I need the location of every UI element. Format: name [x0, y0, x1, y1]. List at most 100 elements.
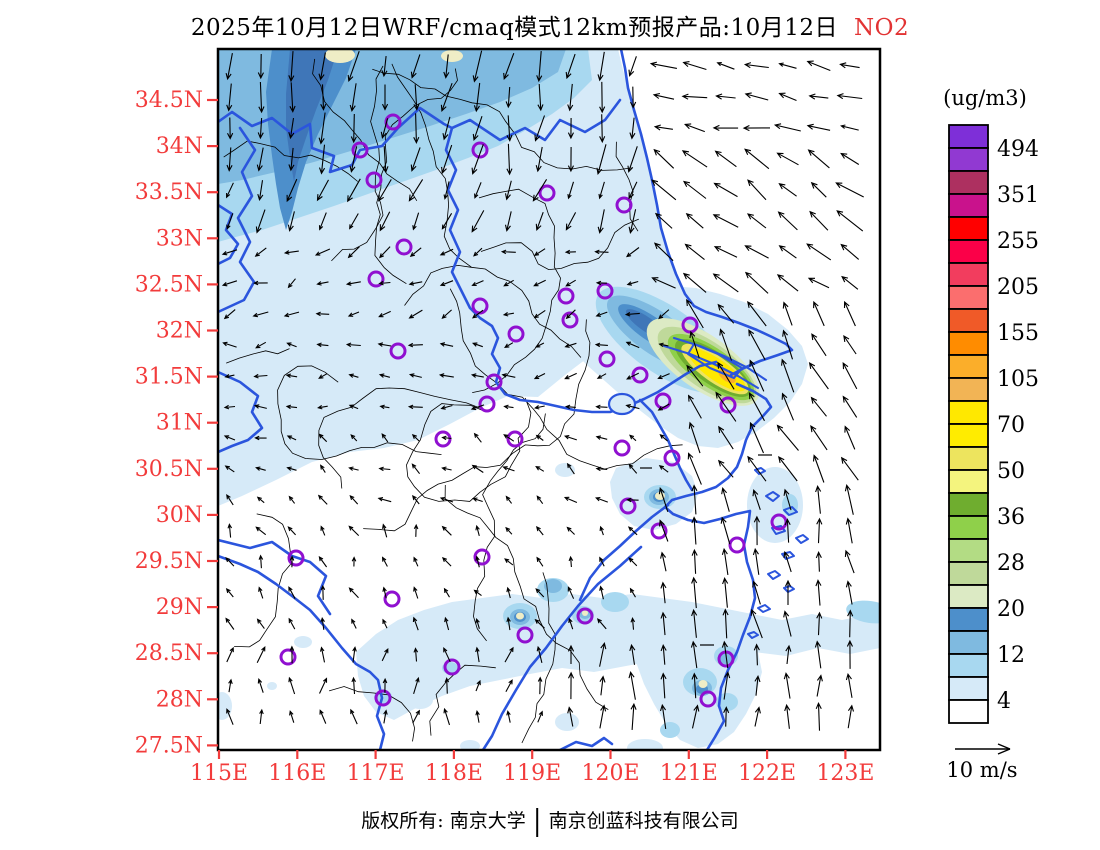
county-line — [444, 484, 609, 710]
wind-arrow — [318, 433, 328, 443]
legend-cell — [948, 607, 989, 632]
wind-arrow — [382, 523, 388, 538]
wind-arrow — [716, 61, 735, 70]
wind-arrow — [626, 372, 640, 380]
x-tick-label: 116E — [268, 761, 326, 786]
wind-arrow — [319, 677, 328, 694]
wind-arrow — [258, 586, 264, 599]
wind-arrow — [712, 273, 739, 293]
wind-arrow — [629, 643, 636, 665]
wind-arrow — [723, 706, 730, 727]
wind-arrow — [816, 674, 823, 697]
wind-arrow — [810, 181, 827, 198]
wind-arrow — [473, 247, 483, 257]
wind-arrow — [535, 526, 544, 536]
wind-arrow — [351, 556, 357, 567]
wind-arrow — [350, 708, 358, 725]
city-marker — [538, 184, 556, 202]
wind-arrow — [505, 86, 512, 109]
wind-arrow — [565, 279, 576, 287]
wind-arrow — [534, 115, 546, 142]
wind-arrow — [596, 144, 607, 175]
wind-arrow — [596, 373, 607, 379]
county-line — [331, 65, 384, 262]
wind-arrow — [535, 212, 544, 232]
wind-arrow — [747, 179, 767, 201]
wind-arrow — [506, 616, 511, 631]
wind-arrow — [315, 311, 330, 317]
wind-arrow — [567, 706, 574, 727]
wind-arrow — [564, 372, 577, 380]
wind-arrow — [224, 465, 235, 473]
wind-arrow — [657, 373, 670, 380]
copyright-footer: 版权所有: 南京大学 | 南京创蓝科技有限公司 — [0, 805, 1100, 838]
wind-arrow — [413, 556, 419, 567]
wind-arrow — [847, 609, 854, 638]
wind-arrow — [630, 702, 637, 730]
wind-arrow — [255, 466, 266, 471]
wind-arrow — [653, 242, 674, 262]
wind-arrow — [225, 556, 235, 567]
wind-arrow — [808, 93, 829, 100]
wind-arrow — [628, 56, 637, 77]
wind-arrow — [781, 358, 795, 393]
wind-arrow — [783, 672, 791, 699]
wind-arrow — [317, 404, 328, 410]
wind-arrow — [815, 485, 822, 514]
wind-arrow — [599, 556, 605, 567]
wind-arrow — [750, 608, 763, 639]
city-marker — [383, 590, 401, 608]
wind-arrow — [722, 608, 729, 639]
wind-arrow — [349, 146, 358, 173]
county-line — [521, 572, 556, 744]
wind-arrow — [382, 618, 388, 629]
wind-arrow — [776, 274, 799, 292]
wind-arrow — [630, 617, 636, 630]
wind-arrow — [568, 555, 574, 568]
city-marker — [631, 366, 649, 384]
wind-arrow — [286, 178, 298, 203]
legend-cell — [948, 492, 989, 517]
wind-arrow — [288, 118, 295, 140]
wind-arrow — [652, 92, 675, 100]
wind-arrow — [567, 644, 575, 664]
legend-value-label: 255 — [997, 229, 1039, 254]
county-line — [312, 58, 418, 202]
wind-arrow — [744, 271, 769, 294]
wind-arrow — [288, 676, 296, 695]
wind-arrow — [748, 392, 765, 422]
wind-arrow — [718, 425, 734, 450]
legend-cell — [948, 400, 989, 425]
wind-arrow — [682, 61, 707, 71]
wind-arrow — [379, 211, 391, 232]
wind-arrow — [624, 312, 640, 317]
wind-arrow — [844, 549, 855, 574]
wind-arrow — [318, 373, 328, 379]
wind-arrow — [443, 707, 451, 726]
wind-arrow — [408, 179, 424, 202]
wind-arrow — [226, 147, 233, 172]
wind-arrow — [778, 92, 797, 102]
wind-arrow — [807, 277, 830, 289]
wind-arrow — [749, 359, 765, 392]
county-line — [406, 397, 532, 502]
wind-arrow — [752, 580, 761, 605]
wind-arrow — [443, 647, 451, 663]
wind-arrow — [535, 434, 544, 441]
wind-arrow — [597, 51, 605, 82]
wind-arrow — [712, 214, 739, 228]
legend-value-label: 20 — [997, 597, 1025, 622]
wind-arrow — [440, 404, 453, 410]
wind-arrow — [226, 182, 234, 199]
y-tick-label: 31N — [156, 411, 203, 436]
wind-arrow — [690, 640, 698, 669]
wind-arrow — [599, 525, 604, 536]
province-boundaries — [218, 49, 809, 750]
wind-arrow — [285, 373, 298, 379]
y-tick-label: 30.5N — [135, 457, 203, 482]
wind-arrow — [228, 678, 233, 693]
wind-arrow — [658, 342, 669, 348]
wind-arrow — [379, 404, 390, 410]
y-tick-label: 31.5N — [135, 365, 203, 390]
legend-cell — [948, 285, 989, 310]
